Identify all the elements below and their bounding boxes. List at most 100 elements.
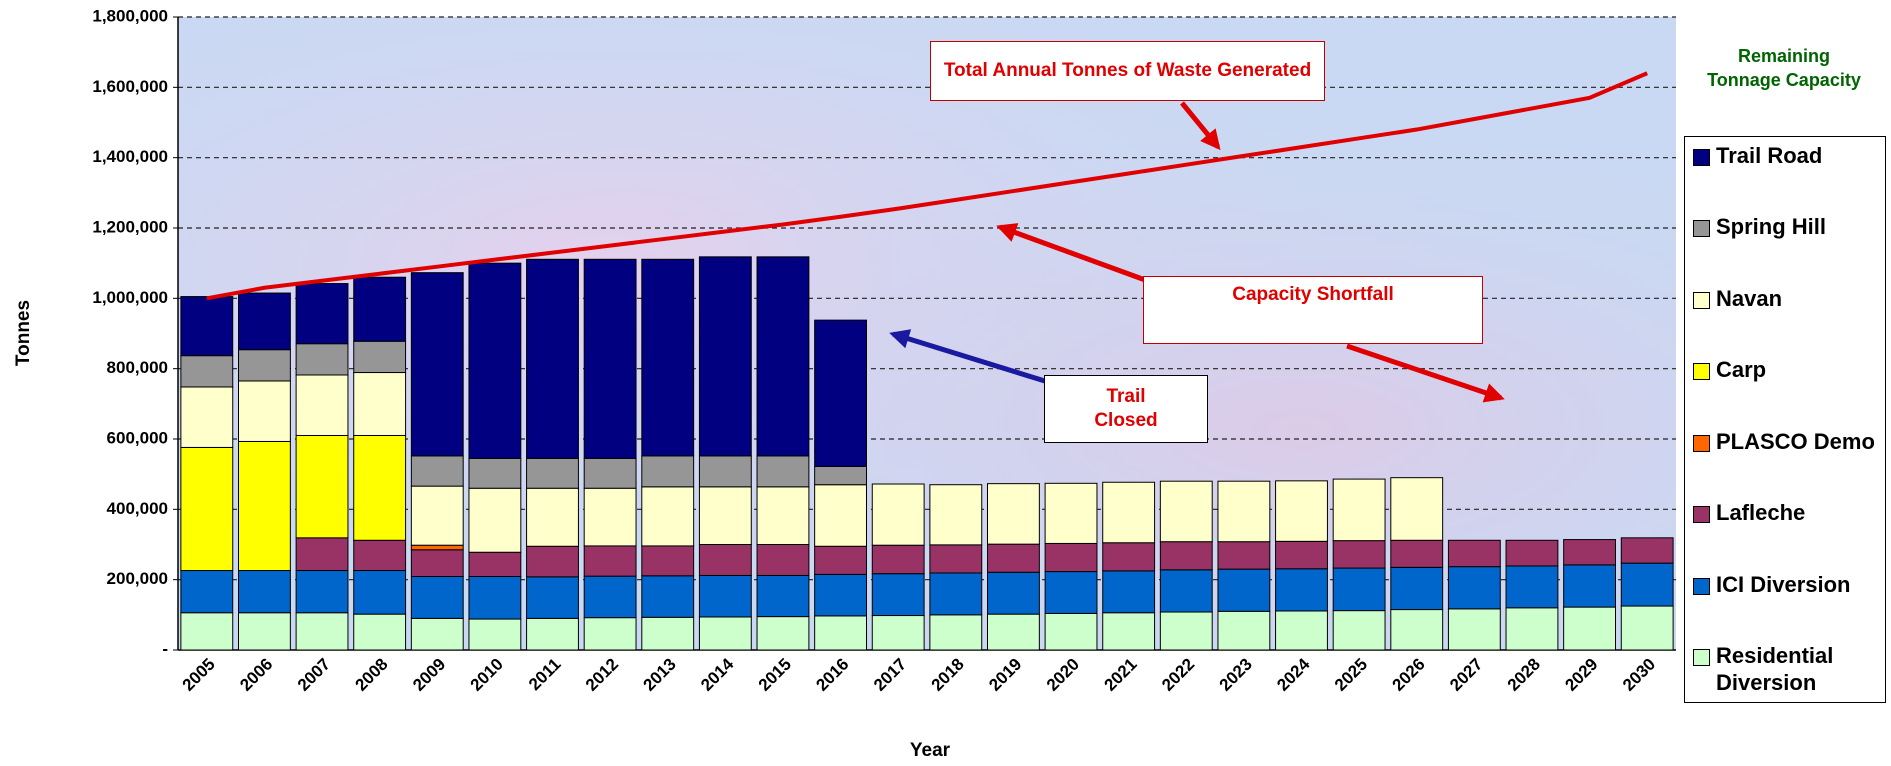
legend-label: Trail Road bbox=[1716, 143, 1823, 168]
bar-segment bbox=[641, 616, 695, 651]
bar-segment bbox=[410, 272, 464, 457]
bar-segment bbox=[1044, 571, 1098, 614]
bar-segment bbox=[698, 256, 752, 457]
bar-segment bbox=[180, 386, 234, 448]
legend-label: Residential Diversion bbox=[1716, 643, 1834, 695]
bar-segment bbox=[814, 545, 868, 575]
bar-segment bbox=[295, 374, 349, 436]
bar-segment bbox=[986, 543, 1040, 573]
legend-item: Spring Hill bbox=[1691, 214, 1879, 240]
bar-segment bbox=[814, 465, 868, 486]
legend-swatch bbox=[1693, 149, 1710, 166]
bar-segment bbox=[526, 258, 579, 459]
bar-segment bbox=[1505, 539, 1559, 567]
bar-segment bbox=[756, 574, 810, 618]
bar-segment bbox=[1563, 606, 1617, 651]
bar-segment bbox=[353, 570, 407, 615]
bar-segment bbox=[814, 484, 868, 547]
bar-segment bbox=[1159, 541, 1213, 571]
bar-segment bbox=[641, 486, 695, 547]
legend-item: ICI Diversion bbox=[1691, 572, 1879, 598]
bar-segment bbox=[1275, 568, 1328, 612]
arrow bbox=[1180, 101, 1221, 151]
legend-swatch bbox=[1693, 506, 1710, 524]
x-tick-label: 2021 bbox=[1100, 655, 1140, 695]
bar-segment bbox=[583, 457, 637, 489]
bar-segment bbox=[756, 256, 810, 457]
bar-segment bbox=[468, 618, 522, 651]
legend-swatch bbox=[1693, 649, 1710, 667]
y-tick-label: 1,800,000 bbox=[92, 6, 168, 25]
bar-segment bbox=[1044, 612, 1098, 651]
y-tick-label: 1,400,000 bbox=[92, 147, 168, 166]
bar-segment bbox=[583, 545, 637, 577]
bar-segment bbox=[526, 576, 579, 619]
x-tick-label: 2019 bbox=[985, 655, 1025, 695]
y-tick-label: 600,000 bbox=[107, 428, 168, 447]
bar-segment bbox=[526, 617, 579, 651]
legend: Trail Road Spring Hill Navan Carp PLASCO Dem… bbox=[1684, 136, 1886, 703]
bar-segment bbox=[1159, 480, 1213, 543]
bar-segment bbox=[295, 612, 349, 651]
bar-segment bbox=[698, 574, 752, 618]
bar-segment bbox=[526, 457, 579, 489]
x-tick-label: 2030 bbox=[1619, 655, 1659, 695]
total-line bbox=[206, 71, 1648, 301]
bar-segment bbox=[1102, 570, 1156, 614]
bar-segment bbox=[929, 484, 983, 546]
arrow bbox=[889, 329, 1062, 389]
legend-item: Carp bbox=[1691, 357, 1879, 383]
legend-label: PLASCO Demo bbox=[1716, 428, 1875, 454]
x-tick-label: 2018 bbox=[928, 655, 968, 695]
bar-segment bbox=[1159, 611, 1213, 651]
bar-segment bbox=[1447, 539, 1501, 568]
bar-segment bbox=[353, 340, 407, 374]
bar-segment bbox=[468, 576, 522, 620]
legend-swatch bbox=[1693, 220, 1710, 238]
bar-segment bbox=[1390, 566, 1444, 611]
bar-segment bbox=[986, 483, 1040, 545]
bar-segment bbox=[1332, 478, 1386, 542]
bar-segment bbox=[1390, 477, 1444, 541]
bar-segment bbox=[583, 617, 637, 651]
y-tick-label: - bbox=[162, 639, 168, 658]
bar-segment bbox=[1217, 568, 1271, 612]
x-tick-label: 2023 bbox=[1216, 655, 1256, 695]
x-tick-label: 2010 bbox=[467, 655, 507, 695]
bar-segment bbox=[756, 616, 810, 651]
bar-segment bbox=[1390, 539, 1444, 568]
bar-segment bbox=[468, 262, 522, 459]
legend-label: Carp bbox=[1716, 357, 1767, 383]
bar-segment bbox=[1505, 607, 1559, 651]
bar-segment bbox=[1217, 610, 1271, 651]
bar-segment bbox=[641, 545, 695, 577]
bar-segment bbox=[295, 283, 349, 345]
bar-segment bbox=[986, 613, 1040, 651]
bar-segment bbox=[814, 615, 868, 651]
legend-item: Trail Road bbox=[1691, 143, 1879, 169]
bar-segment bbox=[468, 487, 522, 553]
bar-segment bbox=[1217, 480, 1271, 543]
bar-segment bbox=[295, 537, 349, 572]
y-tick-label: 1,200,000 bbox=[92, 217, 168, 236]
x-tick-label: 2007 bbox=[294, 655, 334, 695]
bar-segment bbox=[1044, 482, 1098, 544]
legend-label: Navan bbox=[1716, 285, 1783, 311]
bar-segment bbox=[180, 296, 234, 357]
legend-label: Spring Hill bbox=[1716, 214, 1826, 240]
bar-segment bbox=[180, 355, 234, 388]
legend-title: Remaining Tonnage Capacity bbox=[1707, 46, 1861, 91]
bar-segment bbox=[237, 292, 291, 351]
bar-segment bbox=[410, 617, 464, 651]
x-tick-label: 2009 bbox=[409, 655, 449, 695]
x-tick-label: 2011 bbox=[525, 655, 565, 695]
bar-segment bbox=[1563, 539, 1617, 566]
bar-segment bbox=[583, 487, 637, 547]
bar-segment bbox=[1390, 609, 1444, 651]
y-axis-title: Tonnes bbox=[13, 300, 34, 366]
legend-item: Navan bbox=[1691, 286, 1879, 312]
bar-segment bbox=[756, 486, 810, 545]
bar-segment bbox=[1044, 542, 1098, 573]
bar-segment bbox=[756, 455, 810, 488]
bar-segment bbox=[353, 434, 407, 541]
